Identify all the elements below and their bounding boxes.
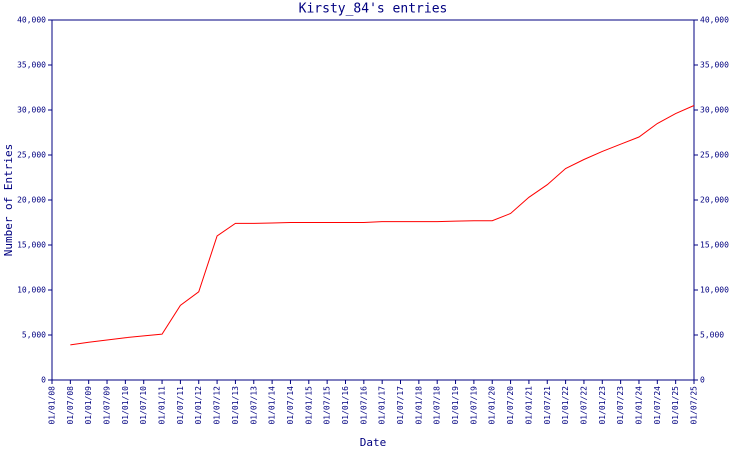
x-tick-label: 01/07/11: [176, 386, 185, 425]
x-tick-label: 01/01/15: [304, 386, 313, 425]
y2-tick-label: 15,000: [700, 241, 729, 250]
x-tick-label: 01/01/11: [158, 386, 167, 425]
y2-tick-label: 40,000: [700, 16, 729, 25]
x-tick-label: 01/01/12: [194, 386, 203, 425]
y-tick-label: 25,000: [17, 151, 46, 160]
x-tick-label: 01/07/24: [653, 386, 662, 425]
x-axis-title: Date: [360, 436, 387, 449]
x-tick-label: 01/01/19: [451, 386, 460, 425]
x-tick-label: 01/07/22: [579, 386, 588, 425]
x-tick-label: 01/01/17: [378, 386, 387, 425]
x-tick-label: 01/07/14: [286, 386, 295, 425]
y2-tick-label: 10,000: [700, 286, 729, 295]
y-tick-label: 20,000: [17, 196, 46, 205]
x-tick-label: 01/01/23: [598, 386, 607, 425]
x-tick-label: 01/01/08: [48, 386, 57, 425]
y2-tick-label: 20,000: [700, 196, 729, 205]
y2-tick-label: 0: [700, 376, 705, 385]
x-tick-label: 01/01/09: [84, 386, 93, 425]
x-tick-label: 01/07/16: [359, 386, 368, 425]
x-tick-label: 01/01/24: [634, 386, 643, 425]
x-tick-label: 01/07/17: [396, 386, 405, 425]
x-tick-label: 01/07/21: [543, 386, 552, 425]
y2-tick-label: 25,000: [700, 151, 729, 160]
x-tick-label: 01/01/14: [268, 386, 277, 425]
x-tick-label: 01/01/18: [414, 386, 423, 425]
y-tick-label: 35,000: [17, 61, 46, 70]
x-tick-label: 01/07/09: [103, 386, 112, 425]
x-tick-label: 01/07/13: [249, 386, 258, 425]
x-tick-label: 01/01/25: [671, 386, 680, 425]
x-tick-label: 01/07/23: [616, 386, 625, 425]
plot-frame: [51, 19, 695, 381]
data-line: [70, 105, 695, 346]
x-tick-label: 01/01/13: [231, 386, 240, 425]
x-tick-label: 01/07/15: [323, 386, 332, 425]
y-tick-label: 5,000: [22, 331, 46, 340]
y-tick-label: 15,000: [17, 241, 46, 250]
y-tick-label: 30,000: [17, 106, 46, 115]
x-tick-label: 01/01/10: [121, 386, 130, 425]
y-tick-label: 40,000: [17, 16, 46, 25]
y-tick-label: 0: [41, 376, 46, 385]
x-tick-label: 01/07/18: [433, 386, 442, 425]
x-tick-label: 01/01/21: [524, 386, 533, 425]
y-axis-title: Number of Entries: [2, 144, 15, 257]
x-tick-label: 01/07/20: [506, 386, 515, 425]
x-tick-label: 01/07/08: [66, 386, 75, 425]
x-tick-label: 01/07/25: [690, 386, 699, 425]
y2-tick-label: 30,000: [700, 106, 729, 115]
chart-title: Kirsty_84's entries: [299, 2, 448, 17]
x-tick-label: 01/07/12: [213, 386, 222, 425]
x-tick-label: 01/01/20: [488, 386, 497, 425]
x-tick-label: 01/07/19: [469, 386, 478, 425]
x-tick-label: 01/07/10: [139, 386, 148, 425]
x-tick-label: 01/01/22: [561, 386, 570, 425]
y-tick-label: 10,000: [17, 286, 46, 295]
y2-tick-label: 5,000: [700, 331, 724, 340]
x-tick-label: 01/01/16: [341, 386, 350, 425]
y2-tick-label: 35,000: [700, 61, 729, 70]
